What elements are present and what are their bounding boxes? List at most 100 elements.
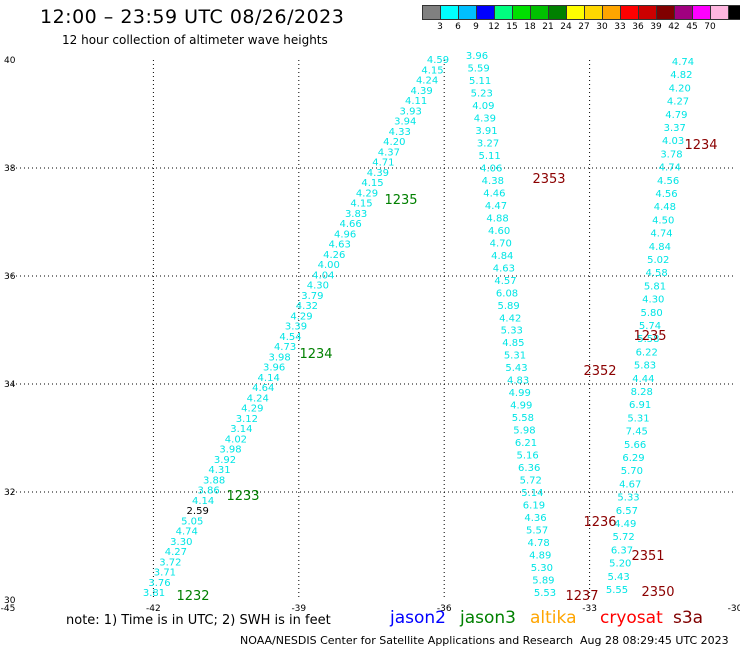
legend-label: 36 [632,22,644,32]
swh-value: 3.14 [230,424,252,435]
lon-tick-label: -39 [291,604,306,614]
satellite-jason2: jason2 [390,608,446,628]
swh-value: 5.02 [647,255,669,266]
lon-tick-label: -45 [1,604,16,614]
swh-value: 4.30 [307,281,329,292]
swh-value: 4.96 [334,229,356,240]
swh-value: 4.47 [485,201,507,212]
swh-value: 3.30 [170,537,192,548]
swh-value: 4.49 [614,519,636,530]
swh-value: 3.91 [475,126,497,137]
swh-value: 4.74 [672,57,694,68]
swh-value: 3.76 [148,578,170,589]
swh-value: 4.11 [405,96,427,107]
swh-value: 3.98 [219,445,241,456]
swh-value: 5.58 [512,413,534,424]
swh-value: 5.72 [612,532,634,543]
swh-value: 3.12 [236,414,258,425]
swh-value: 5.11 [479,151,501,162]
legend-swatch [494,5,512,20]
swh-value: 4.78 [528,538,550,549]
swh-value: 4.14 [192,496,214,507]
swh-value: 3.86 [197,486,219,497]
swh-value: 3.79 [301,291,323,302]
legend-label: 45 [686,22,698,32]
swh-value: 4.24 [416,76,438,87]
swh-value: 5.57 [526,526,548,537]
swh-value: 7.45 [626,427,648,438]
swh-value: 5.58 [637,334,659,345]
time-label: 1233 [226,489,259,504]
legend-swatch [530,5,548,20]
satellite-jason3: jason3 [460,608,516,628]
time-label: 1234 [684,138,717,153]
swh-value: 5.55 [606,585,628,596]
satellite-cryosat: cryosat [600,608,663,628]
swh-value: 4.36 [524,513,546,524]
satellite-s3a: s3a [673,608,704,628]
swh-value: 3.88 [203,475,225,486]
swh-value: 5.98 [513,426,535,437]
swh-value: 4.37 [378,147,400,158]
legend-swatch [620,5,638,20]
time-label: 1232 [176,589,209,604]
legend-label: 21 [542,22,554,32]
swh-value: 5.23 [471,88,493,99]
swh-value: 5.72 [520,476,542,487]
swh-value: 5.74 [639,321,661,332]
swh-value: 5.59 [467,63,489,74]
swh-value: 3.96 [263,363,285,374]
swh-value: 4.82 [670,70,692,81]
legend-swatch [422,5,440,20]
swh-value: 4.15 [350,199,372,210]
lat-tick-label: 30 [4,596,16,606]
swh-value: 5.70 [621,466,643,477]
time-label: 1235 [384,193,417,208]
time-label: 2351 [631,549,664,564]
swh-value: 5.33 [617,493,639,504]
swh-value: 5.83 [634,361,656,372]
swh-value: 2.59 [187,506,209,517]
swh-value: 6.37 [611,545,633,556]
time-label: 1234 [299,347,332,362]
swh-value: 4.73 [274,342,296,353]
lat-tick-label: 34 [4,380,16,390]
swh-value: 4.63 [329,240,351,251]
legend-label: 27 [578,22,590,32]
legend-swatch [512,5,530,20]
footer-credit: NOAA/NESDIS Center for Satellite Applica… [240,634,574,647]
time-label: 1237 [565,589,598,604]
swh-value: 3.37 [664,123,686,134]
swh-value: 6.91 [629,400,651,411]
swh-value: 4.00 [318,260,340,271]
swh-value: 4.58 [645,268,667,279]
legend-label: 33 [614,22,626,32]
swh-value: 6.22 [636,347,658,358]
legend-label: 15 [506,22,518,32]
legend-swatch [458,5,476,20]
swh-value: 4.29 [356,188,378,199]
swh-value: 6.36 [518,463,540,474]
satellite-altika: altika [530,608,577,628]
swh-value: 3.27 [477,138,499,149]
swh-value: 4.66 [339,219,361,230]
lon-tick-label: -42 [146,604,161,614]
swh-value: 4.59 [427,55,449,66]
swh-value: 4.15 [421,65,443,76]
swh-value: 4.09 [472,101,494,112]
legend-swatch [710,5,728,20]
legend-swatch [728,5,740,20]
swh-value: 5.43 [608,572,630,583]
swh-value: 4.48 [654,202,676,213]
swh-value: 5.43 [505,363,527,374]
swh-value: 4.71 [372,158,394,169]
swh-value: 4.99 [509,388,531,399]
swh-value: 5.20 [609,559,631,570]
lon-tick-label: -30 [728,604,740,614]
swh-value: 4.54 [279,332,301,343]
swh-value: 4.24 [247,393,269,404]
lat-tick-label: 32 [4,488,15,498]
swh-value: 4.56 [657,176,679,187]
swh-value: 6.19 [523,501,545,512]
swh-value: 4.15 [361,178,383,189]
